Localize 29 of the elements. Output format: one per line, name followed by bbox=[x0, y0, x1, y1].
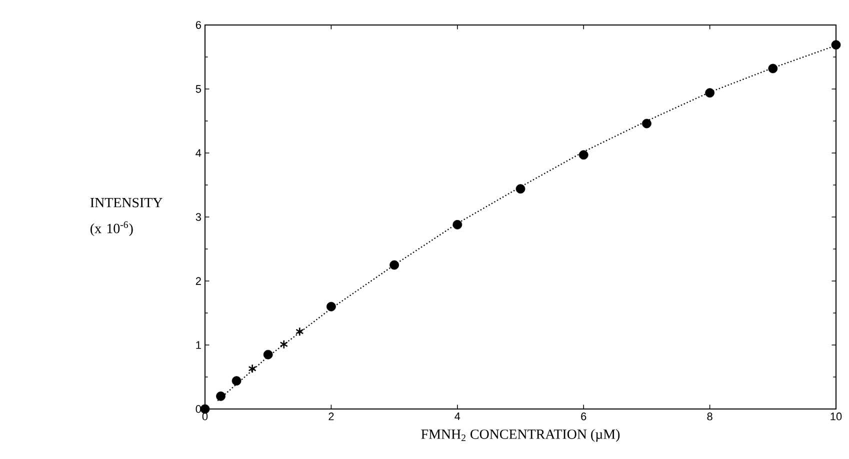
point bbox=[390, 260, 399, 270]
point bbox=[263, 350, 273, 360]
point bbox=[326, 302, 336, 312]
y-tick-label: 4 bbox=[196, 149, 202, 157]
point bbox=[232, 376, 242, 386]
y-tick-label: 0 bbox=[196, 405, 202, 413]
point bbox=[296, 326, 304, 336]
point bbox=[516, 184, 526, 194]
x-axis-title: FMNH$_{2}$ CONCENTRATION (µM) bbox=[421, 429, 620, 442]
x-tick-label: 4 bbox=[454, 412, 460, 420]
point bbox=[578, 150, 588, 160]
y-tick-label: 3 bbox=[196, 213, 201, 221]
point bbox=[216, 392, 226, 401]
point bbox=[768, 64, 778, 74]
point bbox=[248, 364, 256, 374]
y-tick-label: 2 bbox=[196, 277, 201, 285]
y-tick-label: 1 bbox=[196, 341, 201, 349]
x-tick-label: 2 bbox=[328, 412, 334, 420]
x-tick-label: 6 bbox=[581, 412, 586, 420]
point bbox=[705, 88, 715, 98]
y-tick-label: 5 bbox=[196, 85, 202, 93]
point bbox=[452, 220, 462, 230]
point bbox=[642, 118, 652, 128]
x-tick-label: 8 bbox=[707, 412, 712, 420]
point bbox=[280, 340, 288, 350]
y-tick-label: 6 bbox=[196, 21, 201, 29]
y-axis-title: INTENSITY (x 10$^{-6}$) bbox=[90, 198, 162, 236]
point bbox=[831, 40, 841, 50]
x-tick-label: 10 bbox=[830, 412, 842, 420]
